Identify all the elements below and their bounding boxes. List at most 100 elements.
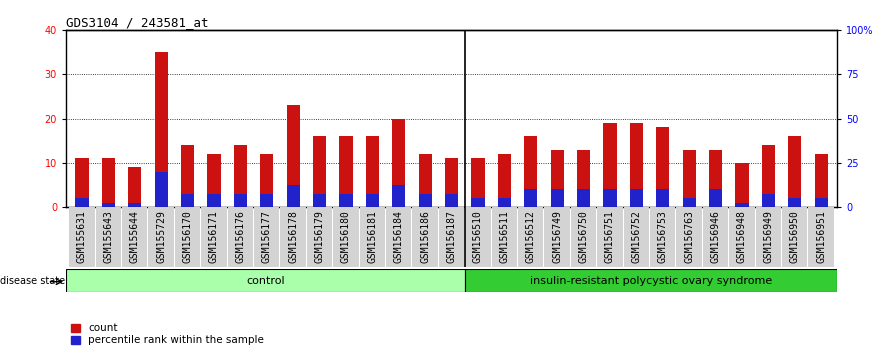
Text: GSM156186: GSM156186 xyxy=(420,210,430,263)
Bar xyxy=(683,149,696,207)
Text: GSM156180: GSM156180 xyxy=(341,210,351,263)
Bar xyxy=(313,136,326,207)
Bar xyxy=(101,159,115,207)
Text: GSM156749: GSM156749 xyxy=(552,210,562,263)
Bar xyxy=(445,194,458,207)
Text: GSM156171: GSM156171 xyxy=(209,210,218,263)
Text: GSM156184: GSM156184 xyxy=(394,210,403,263)
Bar xyxy=(498,198,511,207)
Bar xyxy=(154,172,167,207)
FancyBboxPatch shape xyxy=(307,207,332,267)
Bar xyxy=(366,194,379,207)
Bar xyxy=(630,123,643,207)
Text: GSM156951: GSM156951 xyxy=(816,210,826,263)
Bar xyxy=(709,189,722,207)
Bar xyxy=(471,159,485,207)
Text: GSM156179: GSM156179 xyxy=(315,210,324,263)
Bar xyxy=(603,189,617,207)
FancyBboxPatch shape xyxy=(729,207,755,267)
Bar xyxy=(524,136,537,207)
Bar xyxy=(418,194,432,207)
Bar xyxy=(815,154,828,207)
Bar xyxy=(233,145,247,207)
Bar xyxy=(656,127,670,207)
FancyBboxPatch shape xyxy=(809,207,833,267)
FancyBboxPatch shape xyxy=(624,207,649,267)
Bar xyxy=(392,119,405,207)
Text: GSM156178: GSM156178 xyxy=(288,210,298,263)
Text: GSM155729: GSM155729 xyxy=(156,210,167,263)
Text: GSM155631: GSM155631 xyxy=(77,210,87,263)
Bar xyxy=(577,149,590,207)
Bar xyxy=(286,105,300,207)
FancyBboxPatch shape xyxy=(597,207,623,267)
FancyBboxPatch shape xyxy=(386,207,411,267)
Text: GSM156512: GSM156512 xyxy=(526,210,536,263)
Text: GSM156763: GSM156763 xyxy=(685,210,694,263)
Bar xyxy=(418,154,432,207)
Bar xyxy=(207,194,220,207)
Bar xyxy=(339,194,352,207)
Bar xyxy=(762,194,775,207)
Bar xyxy=(762,145,775,207)
FancyBboxPatch shape xyxy=(122,207,147,267)
Text: GSM156946: GSM156946 xyxy=(710,210,721,263)
Bar xyxy=(709,149,722,207)
Text: GSM156177: GSM156177 xyxy=(262,210,271,263)
Text: disease state: disease state xyxy=(0,275,65,286)
Text: GSM156181: GSM156181 xyxy=(367,210,377,263)
Bar xyxy=(207,154,220,207)
Bar xyxy=(630,189,643,207)
FancyBboxPatch shape xyxy=(333,207,359,267)
FancyBboxPatch shape xyxy=(650,207,676,267)
Bar xyxy=(445,159,458,207)
Text: GSM156750: GSM156750 xyxy=(579,210,589,263)
FancyBboxPatch shape xyxy=(201,207,226,267)
Bar xyxy=(101,202,115,207)
Bar xyxy=(154,52,167,207)
Bar xyxy=(815,198,828,207)
Bar xyxy=(656,189,670,207)
Text: GSM156948: GSM156948 xyxy=(737,210,747,263)
Bar xyxy=(366,136,379,207)
Bar xyxy=(788,136,802,207)
Bar xyxy=(603,123,617,207)
Bar xyxy=(128,202,141,207)
Text: GSM155643: GSM155643 xyxy=(103,210,114,263)
Text: GSM156170: GSM156170 xyxy=(182,210,193,263)
FancyBboxPatch shape xyxy=(148,207,174,267)
Text: GSM156511: GSM156511 xyxy=(500,210,509,263)
FancyBboxPatch shape xyxy=(70,207,94,267)
Bar xyxy=(788,198,802,207)
FancyBboxPatch shape xyxy=(174,207,200,267)
FancyBboxPatch shape xyxy=(465,207,491,267)
Bar xyxy=(524,189,537,207)
Text: control: control xyxy=(246,275,285,286)
FancyBboxPatch shape xyxy=(439,207,464,267)
Bar xyxy=(683,198,696,207)
FancyBboxPatch shape xyxy=(66,269,465,292)
FancyBboxPatch shape xyxy=(756,207,781,267)
Bar xyxy=(260,194,273,207)
Bar xyxy=(551,149,564,207)
Text: GDS3104 / 243581_at: GDS3104 / 243581_at xyxy=(66,16,209,29)
FancyBboxPatch shape xyxy=(465,269,837,292)
Bar xyxy=(551,189,564,207)
Text: GSM156950: GSM156950 xyxy=(789,210,800,263)
FancyBboxPatch shape xyxy=(227,207,253,267)
Text: GSM156752: GSM156752 xyxy=(632,210,641,263)
Bar xyxy=(233,194,247,207)
Text: GSM156753: GSM156753 xyxy=(658,210,668,263)
Bar xyxy=(181,145,194,207)
Text: GSM156751: GSM156751 xyxy=(605,210,615,263)
FancyBboxPatch shape xyxy=(96,207,121,267)
Text: GSM156187: GSM156187 xyxy=(447,210,456,263)
Bar xyxy=(286,185,300,207)
Bar xyxy=(498,154,511,207)
Text: insulin-resistant polycystic ovary syndrome: insulin-resistant polycystic ovary syndr… xyxy=(529,275,772,286)
FancyBboxPatch shape xyxy=(518,207,544,267)
Bar xyxy=(339,136,352,207)
FancyBboxPatch shape xyxy=(492,207,517,267)
Bar xyxy=(392,185,405,207)
Bar xyxy=(181,194,194,207)
